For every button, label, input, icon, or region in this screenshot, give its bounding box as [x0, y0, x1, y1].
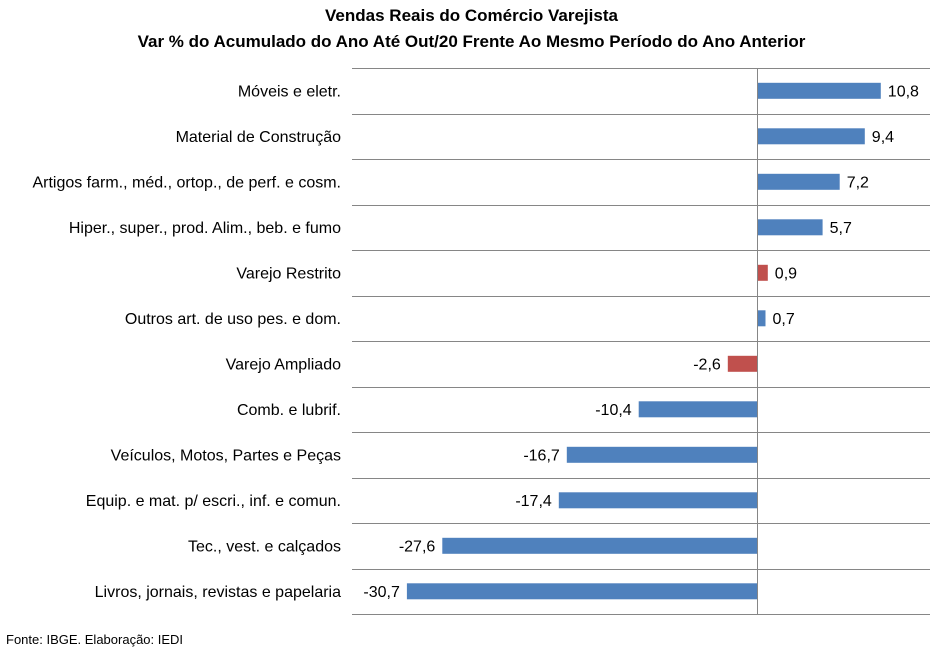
- bar: [406, 583, 758, 600]
- bar: [757, 82, 881, 99]
- value-label: 7,2: [847, 174, 869, 191]
- value-label: -10,4: [595, 402, 632, 419]
- bars: [406, 82, 881, 600]
- category-label: Comb. e lubrif.: [237, 402, 341, 419]
- category-label: Móveis e eletr.: [238, 83, 341, 100]
- category-label: Material de Construção: [176, 129, 342, 146]
- gridlines: [352, 68, 930, 615]
- chart-title: Vendas Reais do Comércio Varejista: [325, 6, 618, 25]
- value-label: -27,6: [399, 538, 436, 555]
- category-label: Varejo Ampliado: [226, 356, 341, 373]
- category-label: Livros, jornais, revistas e papelaria: [95, 584, 341, 601]
- value-label: 10,8: [888, 83, 919, 100]
- bar: [442, 537, 758, 554]
- value-label: 9,4: [872, 129, 894, 146]
- category-label: Outros art. de uso pes. e dom.: [125, 311, 341, 328]
- bar: [757, 219, 823, 236]
- category-label: Hiper., super., prod. Alim., beb. e fumo: [69, 220, 341, 237]
- value-label: 5,7: [830, 220, 852, 237]
- source-note: Fonte: IBGE. Elaboração: IEDI: [6, 632, 184, 647]
- category-label: Varejo Restrito: [236, 265, 341, 282]
- value-label: -16,7: [523, 447, 560, 464]
- bar: [757, 173, 840, 190]
- value-label: -17,4: [515, 493, 552, 510]
- labels: Móveis e eletr. 10,8 Material de Construçã…: [32, 83, 919, 601]
- bar: [638, 401, 758, 418]
- bar: [757, 310, 766, 327]
- bar-chart: Móveis e eletr. 10,8 Material de Construçã…: [32, 68, 930, 615]
- bar: [757, 264, 768, 281]
- category-label: Tec., vest. e calçados: [188, 538, 341, 555]
- bar: [727, 355, 758, 372]
- value-label: -30,7: [363, 584, 400, 601]
- chart-subtitle: Var % do Acumulado do Ano Até Out/20 Fre…: [137, 32, 806, 51]
- category-label: Veículos, Motos, Partes e Peças: [111, 447, 341, 464]
- category-label: Equip. e mat. p/ escri., inf. e comun.: [86, 493, 341, 510]
- category-label: Artigos farm., méd., ortop., de perf. e …: [32, 174, 341, 191]
- bar: [566, 446, 758, 463]
- value-label: -2,6: [693, 356, 721, 373]
- bar: [558, 492, 758, 509]
- value-label: 0,9: [775, 265, 797, 282]
- value-label: 0,7: [773, 311, 795, 328]
- bar: [757, 128, 865, 145]
